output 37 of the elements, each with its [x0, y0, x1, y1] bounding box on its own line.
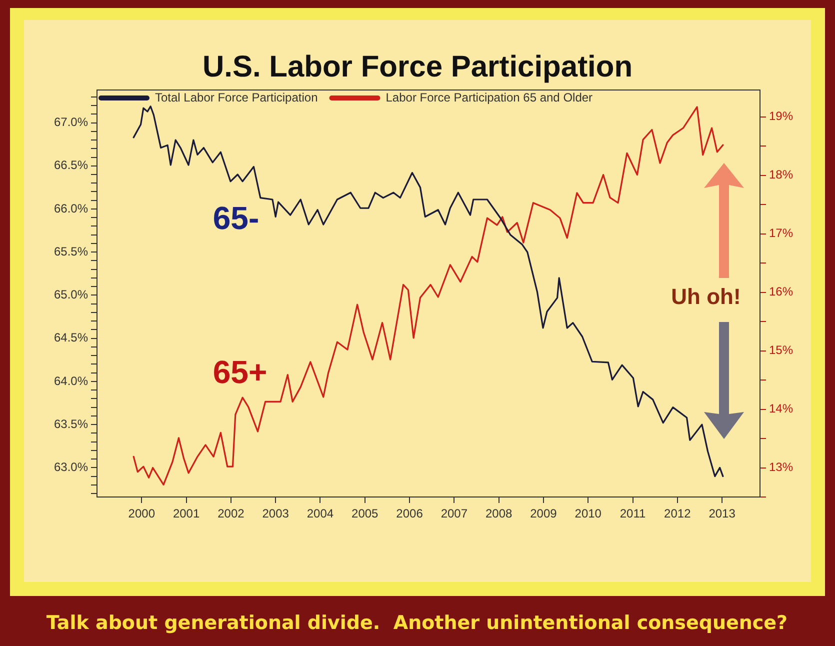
y-tick-label: 63.5% — [54, 416, 88, 431]
y-tick-label: 63.0% — [54, 460, 88, 474]
y-tick-label: 65.5% — [54, 244, 88, 258]
y-tick-label: 66.0% — [54, 201, 88, 216]
x-tick-label: 2006 — [396, 506, 424, 521]
x-tick-label: 2010 — [574, 506, 602, 521]
x-tick-label: 2013 — [708, 506, 736, 521]
y-tick-label: 64.5% — [54, 330, 88, 345]
x-tick-label: 2003 — [262, 506, 290, 521]
text: Talk about generational divide. Another unintentional consequence? — [46, 612, 788, 634]
annotation: Uh oh! — [671, 284, 741, 310]
y2-tick-label: 15% — [769, 343, 794, 358]
x-tick-label: 2001 — [172, 506, 200, 521]
y2-tick-label: 17% — [769, 226, 794, 240]
y2-tick-label: 18% — [769, 168, 794, 182]
x-tick-label: 2012 — [664, 506, 692, 521]
y2-tick-label: 14% — [769, 402, 794, 416]
x-tick-label: 2008 — [485, 506, 512, 521]
x-tick-label: 2009 — [530, 506, 558, 521]
y-tick-label: 66.5% — [54, 158, 88, 172]
x-tick-label: 2011 — [620, 506, 646, 521]
y2-tick-label: 16% — [769, 284, 794, 299]
chart-title: U.S. Labor Force Participation — [202, 50, 633, 84]
annotation: 65+ — [212, 354, 268, 390]
y2-tick-label: 19% — [769, 109, 794, 124]
x-tick-label: 2005 — [352, 506, 379, 521]
x-tick-label: 2004 — [306, 506, 334, 521]
x-tick-label: 2002 — [218, 506, 245, 521]
x-tick-label: 2000 — [128, 506, 156, 521]
y-tick-label: 67.0% — [54, 115, 88, 130]
annotation: 65- — [212, 200, 260, 236]
legend-label: Total Labor Force Participation — [155, 90, 318, 104]
y-tick-label: 64.0% — [54, 374, 88, 388]
y-tick-label: 65.0% — [54, 288, 88, 302]
y2-tick-label: 13% — [769, 460, 794, 474]
x-tick-label: 2007 — [440, 506, 468, 521]
legend-label: Labor Force Participation 65 and Older — [386, 90, 593, 104]
